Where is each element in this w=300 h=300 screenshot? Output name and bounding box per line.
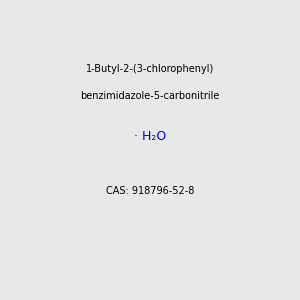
Text: benzimidazole-5-carbonitrile: benzimidazole-5-carbonitrile — [80, 91, 220, 101]
Text: · H₂O: · H₂O — [134, 130, 166, 143]
Text: CAS: 918796-52-8: CAS: 918796-52-8 — [106, 185, 194, 196]
Text: 1-Butyl-2-(3-chlorophenyl): 1-Butyl-2-(3-chlorophenyl) — [86, 64, 214, 74]
